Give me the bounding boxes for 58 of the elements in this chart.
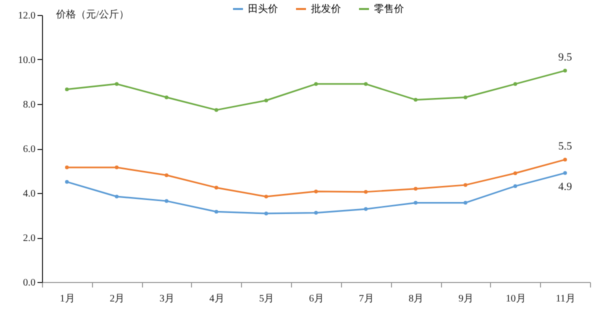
point [314,190,318,194]
y-tick-label: 0.0 [23,278,36,288]
point [114,166,119,170]
point [464,95,468,100]
y-tick-label: 2.0 [23,233,36,244]
point [513,171,518,176]
point [114,82,119,86]
legend-label: 田头价 [248,3,278,15]
x-tick-label: 10月 [506,294,526,304]
annotation: 4.9 [558,180,572,193]
point [264,212,268,216]
y-tick-label: 4.0 [23,188,36,200]
point [164,95,168,100]
point [364,82,368,86]
point [65,87,69,92]
point [264,98,268,102]
point [513,82,518,86]
point [65,180,69,184]
point [65,166,69,170]
x-tick-label: 3月 [160,294,175,304]
y-tick-label: 8.0 [23,100,36,110]
annotation: 5.5 [558,140,572,153]
point [364,207,368,211]
point [563,68,567,72]
y-tick-label: 6.0 [23,144,36,155]
point [214,210,218,214]
point [464,200,468,205]
x-tick-label: 9月 [458,294,474,304]
x-tick-label: 7月 [358,294,374,304]
point [214,108,218,112]
point [314,210,318,215]
point [414,98,418,102]
point [414,200,418,205]
point [164,199,168,203]
y-axis-title: 价格（元/公斤） [55,8,129,20]
point [414,186,418,191]
x-tick-label: 6月 [309,294,324,304]
point [364,190,368,194]
legend-label: 批发价 [311,3,341,15]
point [264,194,268,198]
point [513,184,518,188]
point [214,186,218,190]
annotation: 9.5 [558,52,572,64]
point [563,171,567,175]
point [563,158,567,162]
x-tick-label: 11月 [556,294,576,304]
y-tick-label: 10.0 [18,55,36,66]
point [464,183,468,187]
x-tick-label: 8月 [408,294,424,304]
point [114,194,119,198]
x-tick-label: 5月 [259,294,274,304]
point [314,82,318,86]
y-tick-label: 12.0 [18,10,36,22]
legend-label: 零售价 [374,3,404,15]
x-tick-label: 4月 [209,294,224,304]
point [164,173,168,178]
x-tick-label: 1月 [60,294,75,304]
x-tick-label: 2月 [110,294,125,304]
